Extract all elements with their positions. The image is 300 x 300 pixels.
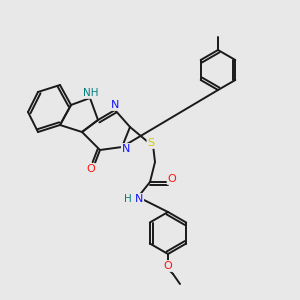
Text: N: N bbox=[122, 144, 130, 154]
Text: NH: NH bbox=[83, 88, 99, 98]
Text: N: N bbox=[111, 100, 119, 110]
Text: N: N bbox=[135, 194, 143, 204]
Text: O: O bbox=[164, 261, 172, 271]
Text: S: S bbox=[147, 138, 155, 148]
Text: H: H bbox=[124, 194, 132, 204]
Text: O: O bbox=[168, 174, 176, 184]
Text: O: O bbox=[87, 164, 95, 174]
